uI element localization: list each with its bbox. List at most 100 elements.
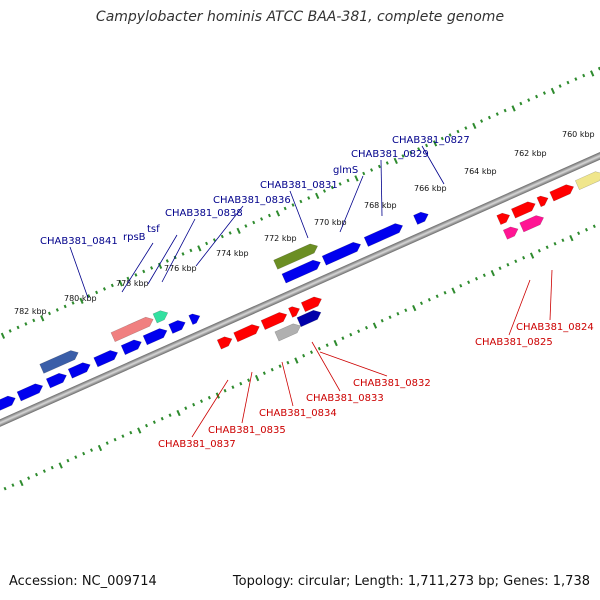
inner-tick bbox=[577, 231, 581, 236]
outer-tick bbox=[40, 315, 45, 322]
gene-arrow bbox=[536, 195, 549, 208]
outer-tick bbox=[102, 287, 106, 291]
inner-tick bbox=[223, 388, 227, 393]
gene-arrow bbox=[93, 350, 119, 368]
gene-arrow bbox=[260, 312, 288, 330]
outer-tick bbox=[165, 259, 169, 263]
inner-tick bbox=[592, 224, 596, 229]
inner-tick bbox=[105, 441, 109, 445]
kbp-label: 766 kbp bbox=[414, 184, 447, 193]
inner-tick bbox=[19, 479, 24, 487]
inner-tick bbox=[302, 353, 306, 358]
gene-arrow bbox=[363, 223, 404, 247]
outer-tick bbox=[32, 318, 36, 323]
outer-tick bbox=[574, 77, 578, 81]
gene-arrow bbox=[16, 383, 44, 402]
outer-tick bbox=[47, 311, 51, 316]
kbp-label: 778 kbp bbox=[116, 279, 149, 288]
outer-tick bbox=[511, 105, 516, 112]
inner-tick bbox=[514, 259, 518, 264]
inner-tick bbox=[467, 280, 471, 285]
inner-tick bbox=[553, 241, 557, 246]
outer-tick bbox=[150, 266, 154, 270]
outer-tick bbox=[283, 206, 287, 211]
outer-tick bbox=[228, 231, 232, 235]
inner-tick bbox=[207, 395, 211, 400]
inner-tick bbox=[490, 269, 495, 277]
outer-tick bbox=[118, 280, 123, 287]
reverse-gene-label: CHAB381_0837 bbox=[158, 439, 236, 450]
inner-tick bbox=[388, 315, 392, 320]
inner-tick bbox=[144, 423, 149, 428]
map-title: Campylobacter hominis ATCC BAA-381, comp… bbox=[95, 9, 505, 25]
inner-tick bbox=[239, 381, 243, 386]
inner-tick bbox=[459, 283, 463, 288]
outer-tick bbox=[401, 154, 405, 158]
outer-tick bbox=[95, 290, 99, 295]
kbp-label: 764 kbp bbox=[464, 167, 497, 176]
forward-leader-line bbox=[69, 246, 89, 299]
outer-tick bbox=[409, 150, 413, 155]
gene-arrow bbox=[142, 328, 168, 346]
inner-tick bbox=[89, 448, 94, 452]
outer-tick bbox=[472, 122, 477, 130]
inner-tick bbox=[522, 255, 526, 260]
outer-tick bbox=[519, 101, 523, 106]
outer-tick bbox=[456, 129, 460, 134]
forward-leader-line bbox=[339, 175, 364, 233]
forward-gene-label: CHAB381_0836 bbox=[213, 195, 291, 206]
inner-tick bbox=[537, 248, 541, 253]
outer-tick bbox=[189, 248, 193, 253]
outer-tick bbox=[432, 140, 438, 147]
reverse-leader-line bbox=[549, 269, 553, 321]
inner-tick bbox=[498, 266, 502, 271]
outer-tick bbox=[393, 157, 398, 165]
inner-tick bbox=[254, 374, 260, 382]
gene-features bbox=[0, 171, 600, 414]
gene-arrow bbox=[67, 362, 91, 379]
gene-arrow bbox=[168, 320, 186, 334]
gene-arrow bbox=[413, 211, 429, 225]
kbp-label: 770 kbp bbox=[314, 218, 347, 227]
kbp-label: 768 kbp bbox=[364, 201, 397, 210]
outer-tick bbox=[535, 94, 539, 99]
outer-tick bbox=[322, 189, 326, 193]
outer-tick bbox=[79, 297, 84, 304]
gene-arrow bbox=[120, 339, 142, 356]
outer-tick bbox=[291, 203, 295, 207]
inner-tick bbox=[262, 371, 266, 375]
outer-tick bbox=[110, 283, 114, 288]
outer-tick bbox=[558, 84, 562, 88]
outer-tick bbox=[307, 196, 311, 200]
gene-arrow bbox=[273, 243, 318, 270]
outer-tick bbox=[527, 98, 531, 102]
gene-arrow bbox=[511, 201, 536, 219]
outer-tick bbox=[582, 73, 586, 78]
inner-tick bbox=[192, 402, 196, 407]
outer-tick bbox=[197, 245, 202, 252]
inner-tick bbox=[561, 238, 565, 243]
genome-stats-text: Topology: circular; Length: 1,711,273 bp… bbox=[232, 574, 590, 589]
gene-arrow bbox=[274, 323, 301, 342]
outer-tick bbox=[8, 329, 12, 333]
kbp-label: 780 kbp bbox=[64, 294, 97, 303]
forward-gene-label: rpsB bbox=[123, 232, 146, 243]
inner-tick bbox=[419, 301, 424, 306]
outer-tick bbox=[425, 143, 429, 148]
inner-tick bbox=[152, 420, 156, 424]
outer-tick bbox=[417, 147, 421, 151]
inner-tick bbox=[506, 262, 510, 267]
outer-tick bbox=[0, 332, 6, 339]
inner-tick bbox=[58, 462, 63, 469]
reverse-leader-line bbox=[191, 379, 229, 438]
genome-backbone bbox=[0, 115, 600, 464]
outer-tick bbox=[385, 161, 389, 165]
outer-tick bbox=[236, 227, 241, 234]
outer-tick bbox=[16, 325, 20, 330]
inner-tick bbox=[168, 413, 172, 417]
gene-arrow bbox=[39, 350, 79, 374]
reverse-leader-line bbox=[311, 341, 341, 392]
inner-tick bbox=[270, 367, 274, 372]
reverse-gene-label: CHAB381_0833 bbox=[306, 393, 384, 404]
